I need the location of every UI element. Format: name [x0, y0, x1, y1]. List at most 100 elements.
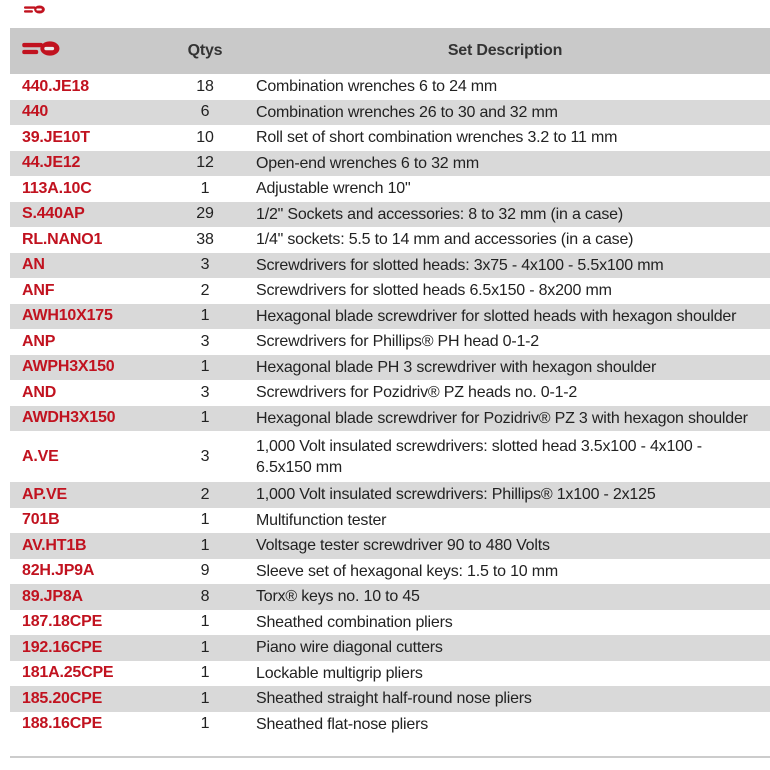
table-row: 187.18CPE 1 Sheathed combination pliers	[10, 609, 770, 635]
set-description: Sleeve set of hexagonal keys: 1.5 to 10 …	[256, 562, 558, 580]
quantity: 9	[200, 562, 210, 580]
set-description: Roll set of short combination wrenches 3…	[256, 129, 618, 147]
quantity: 18	[196, 77, 214, 95]
table-row: 192.16CPE 1 Piano wire diagonal cutters	[10, 635, 770, 661]
part-number: 440	[22, 103, 49, 121]
part-number: 440.JE18	[22, 77, 89, 95]
table-row: S.440AP 29 1/2" Sockets and accessories: 8…	[10, 201, 770, 227]
quantity: 1	[200, 715, 210, 733]
table-row: 701B 1 Multifunction tester	[10, 507, 770, 533]
quantity: 1	[200, 664, 210, 682]
part-number: 113A.10C	[22, 179, 92, 197]
bottom-rule	[10, 756, 770, 758]
set-description: Lockable multigrip pliers	[256, 664, 423, 682]
part-number: RL.NANO1	[22, 230, 103, 248]
part-number: 701B	[22, 511, 60, 529]
table-row: 39.JE10T 10 Roll set of short combination …	[10, 125, 770, 151]
part-number: 181A.25CPE	[22, 664, 114, 682]
quantity: 12	[196, 154, 214, 172]
part-number: AWH10X175	[22, 307, 113, 325]
quantity: 1	[200, 511, 210, 529]
part-number: 188.16CPE	[22, 715, 103, 733]
quantity: 38	[196, 230, 214, 248]
quantity: 3	[200, 447, 210, 465]
quantity: 1	[200, 307, 210, 325]
table-row: AWPH3X150 1 Hexagonal blade PH 3 screwdriv…	[10, 354, 770, 380]
table-row: AN 3 Screwdrivers for slotted heads: 3x75 …	[10, 252, 770, 278]
set-description: 1,000 Volt insulated screwdrivers: slott…	[256, 437, 702, 476]
set-description: Sheathed flat-nose pliers	[256, 715, 429, 733]
set-description: Torx® keys no. 10 to 45	[256, 588, 420, 606]
set-description: Hexagonal blade screwdriver for Pozidriv…	[256, 409, 748, 427]
part-number: AWPH3X150	[22, 358, 115, 376]
table-header: Qtys Set Description	[10, 28, 770, 74]
table-row: AWH10X175 1 Hexagonal blade screwdriver fo…	[10, 303, 770, 329]
set-description: Screwdrivers for slotted heads 6.5x150 -…	[256, 282, 612, 300]
part-number: A.VE	[22, 447, 59, 465]
part-number: 44.JE12	[22, 154, 81, 172]
table-row: 440 6 Combination wrenches 26 to 30 and 32…	[10, 99, 770, 125]
table-row: 440.JE18 18 Combination wrenches 6 to 24 m…	[10, 74, 770, 100]
set-description: Combination wrenches 26 to 30 and 32 mm	[256, 103, 558, 121]
table-row: 188.16CPE 1 Sheathed flat-nose pliers	[10, 711, 770, 737]
table-row: AND 3 Screwdrivers for Pozidriv® PZ heads …	[10, 380, 770, 406]
part-number: S.440AP	[22, 205, 85, 223]
set-description: Screwdrivers for Phillips® PH head 0-1-2	[256, 333, 540, 351]
set-description: 1/2" Sockets and accessories: 8 to 32 mm…	[256, 205, 624, 223]
table-row: RL.NANO1 38 1/4" sockets: 5.5 to 14 mm and…	[10, 227, 770, 253]
table-row: 181A.25CPE 1 Lockable multigrip pliers	[10, 660, 770, 686]
quantity: 1	[200, 536, 210, 554]
part-number: 192.16CPE	[22, 638, 103, 656]
table-row: 82H.JP9A 9 Sleeve set of hexagonal keys: 1…	[10, 558, 770, 584]
table-row: 44.JE12 12 Open-end wrenches 6 to 32 mm	[10, 150, 770, 176]
brand-speed-logo-mini-icon	[24, 1, 45, 19]
part-number: AND	[22, 383, 57, 401]
set-description: Piano wire diagonal cutters	[256, 639, 443, 657]
set-description: Sheathed straight half-round nose pliers	[256, 690, 532, 708]
table-row: 113A.10C 1 Adjustable wrench 10"	[10, 176, 770, 202]
set-description-column-header: Set Description	[447, 42, 563, 59]
set-description: Screwdrivers for Pozidriv® PZ heads no. …	[256, 384, 578, 402]
quantity: 2	[200, 485, 210, 503]
quantity: 8	[200, 587, 210, 605]
part-number: 82H.JP9A	[22, 562, 95, 580]
set-description: Adjustable wrench 10"	[256, 180, 411, 198]
quantity: 29	[196, 205, 214, 223]
part-number: 89.JP8A	[22, 587, 83, 605]
set-description: Voltsage tester screwdriver 90 to 480 Vo…	[256, 537, 550, 555]
qtys-column-header: Qtys	[187, 42, 223, 59]
part-number: AV.HT1B	[22, 536, 87, 554]
quantity: 1	[200, 638, 210, 656]
table-row: ANF 2 Screwdrivers for slotted heads 6.5x1…	[10, 278, 770, 304]
part-number: 187.18CPE	[22, 613, 103, 631]
set-description: Sheathed combination pliers	[256, 613, 453, 631]
quantity: 6	[200, 103, 210, 121]
set-description: Multifunction tester	[256, 511, 387, 529]
part-number: AP.VE	[22, 485, 67, 503]
quantity: 1	[200, 689, 210, 707]
set-description: 1/4" sockets: 5.5 to 14 mm and accessori…	[256, 231, 634, 249]
quantity: 2	[200, 281, 210, 299]
catalog-table: Qtys Set Description 440.JE18 18 Combinati…	[10, 28, 770, 737]
set-description: Hexagonal blade PH 3 screwdriver with he…	[256, 358, 657, 376]
set-description: Open-end wrenches 6 to 32 mm	[256, 154, 479, 172]
quantity: 1	[200, 358, 210, 376]
quantity: 3	[200, 332, 210, 350]
table-row: 185.20CPE 1 Sheathed straight half-round n…	[10, 686, 770, 712]
table-body: 440.JE18 18 Combination wrenches 6 to 24 m…	[10, 74, 770, 737]
table-row: AP.VE 2 1,000 Volt insulated screwdrivers:…	[10, 482, 770, 508]
set-description: Screwdrivers for slotted heads: 3x75 - 4…	[256, 256, 664, 274]
brand-logo-cell	[10, 41, 170, 61]
table-row: 89.JP8A 8 Torx® keys no. 10 to 45	[10, 584, 770, 610]
part-number: ANP	[22, 332, 56, 350]
set-description: Combination wrenches 6 to 24 mm	[256, 78, 498, 96]
quantity: 10	[196, 128, 214, 146]
part-number: 39.JE10T	[22, 128, 90, 146]
quantity: 1	[200, 409, 210, 427]
quantity: 3	[200, 256, 210, 274]
quantity: 1	[200, 613, 210, 631]
table-row: AWDH3X150 1 Hexagonal blade screwdriver fo…	[10, 405, 770, 431]
table-row: AV.HT1B 1 Voltsage tester screwdriver 90 t…	[10, 533, 770, 559]
part-number: AN	[22, 256, 45, 274]
